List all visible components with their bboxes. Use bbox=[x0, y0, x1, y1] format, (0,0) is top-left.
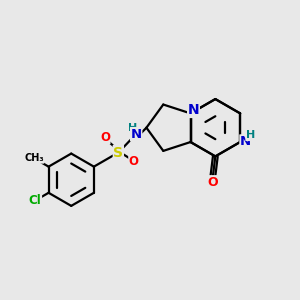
Text: Cl: Cl bbox=[29, 194, 41, 207]
Text: CH₃: CH₃ bbox=[24, 153, 44, 163]
Text: O: O bbox=[129, 155, 139, 168]
Text: N: N bbox=[240, 135, 251, 148]
Text: H: H bbox=[246, 130, 255, 140]
Text: H: H bbox=[128, 123, 137, 133]
Text: N: N bbox=[130, 128, 142, 141]
Text: N: N bbox=[188, 103, 199, 117]
Text: O: O bbox=[100, 130, 110, 144]
Text: O: O bbox=[208, 176, 218, 189]
Text: S: S bbox=[113, 146, 123, 160]
